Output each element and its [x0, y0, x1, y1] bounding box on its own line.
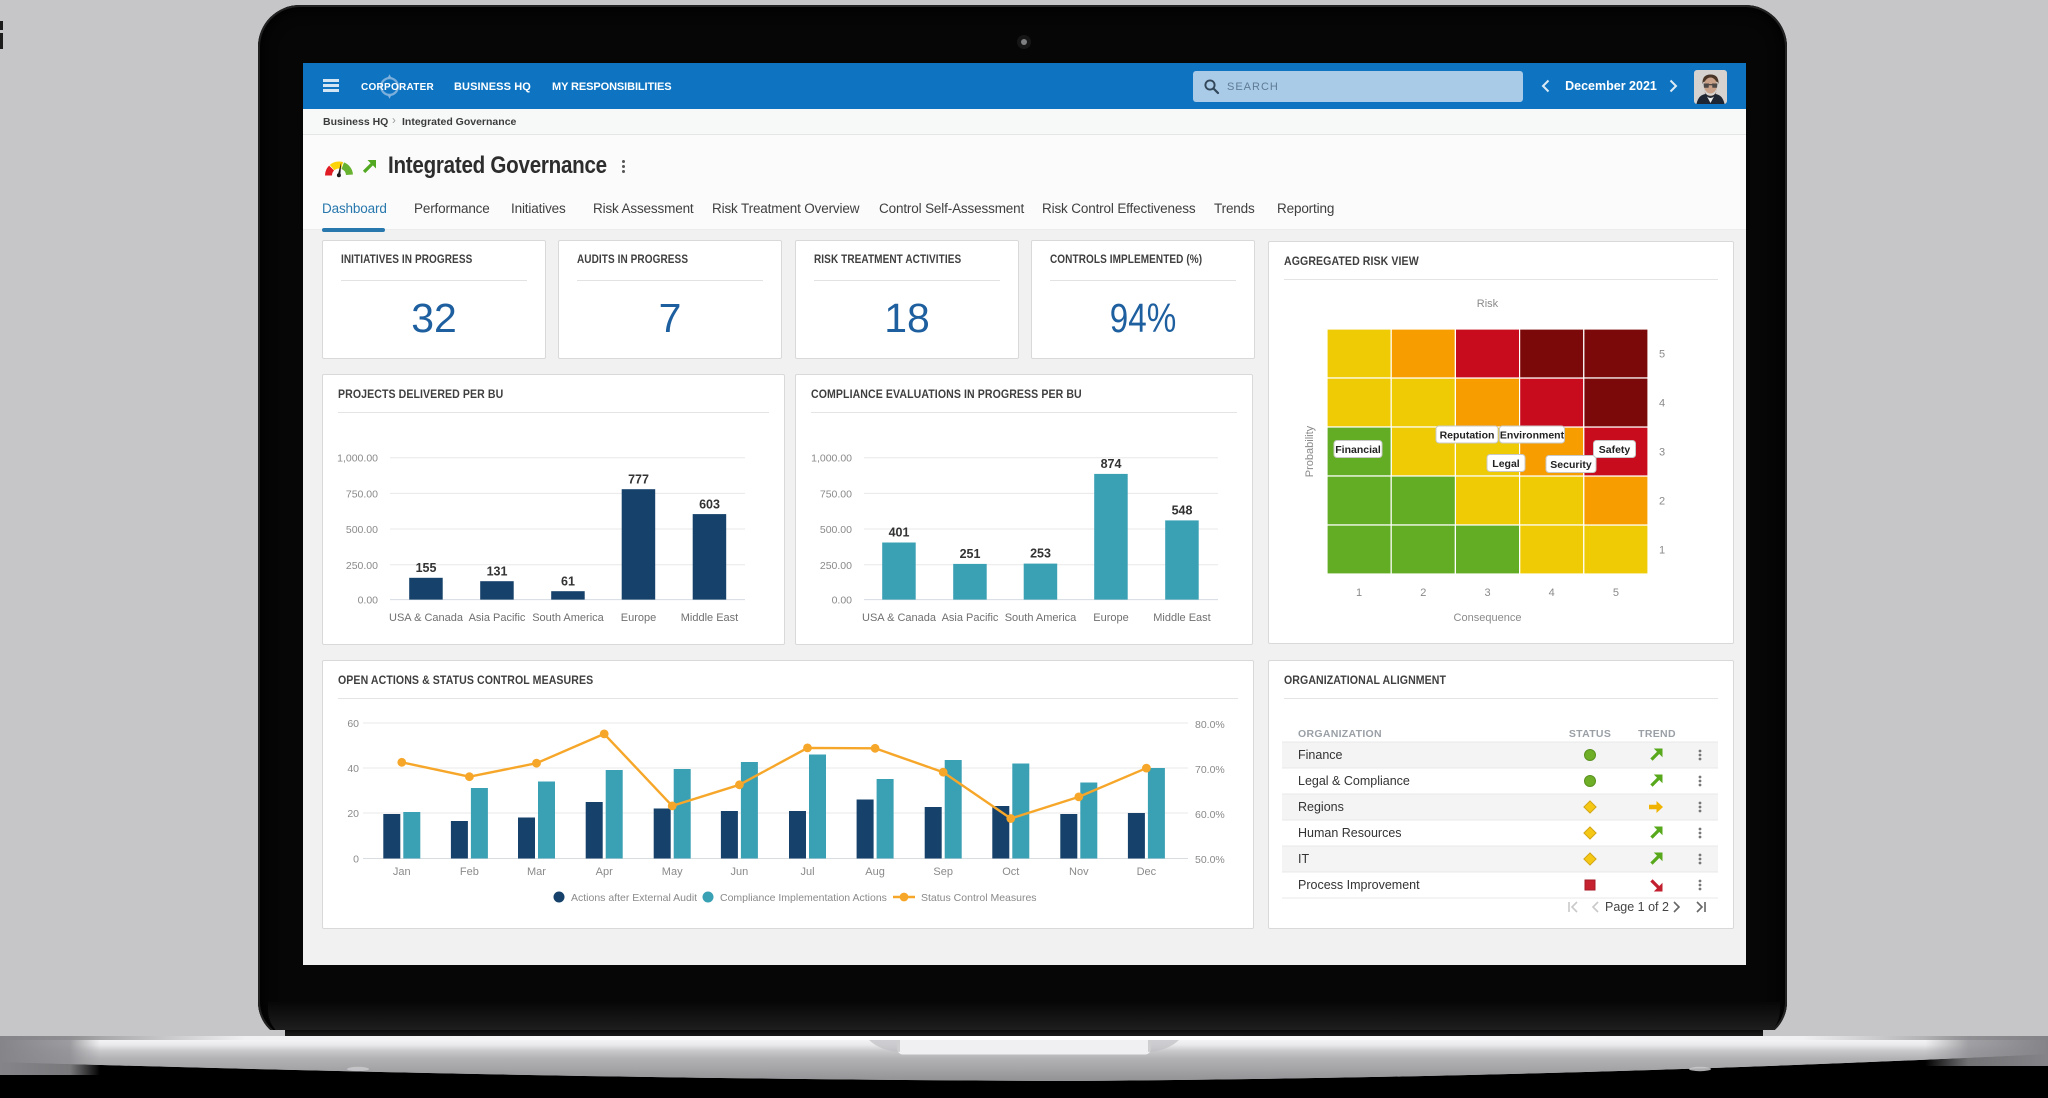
svg-text:Jul: Jul: [800, 866, 814, 878]
svg-text:1,000.00: 1,000.00: [811, 453, 852, 465]
svg-text:874: 874: [1101, 457, 1122, 471]
svg-text:Europe: Europe: [621, 612, 656, 624]
svg-text:Nov: Nov: [1069, 866, 1089, 878]
svg-text:155: 155: [416, 561, 437, 575]
svg-text:Feb: Feb: [460, 866, 479, 878]
svg-text:Risk: Risk: [1477, 298, 1499, 310]
svg-text:Sep: Sep: [933, 866, 953, 878]
svg-text:Regions: Regions: [1298, 800, 1344, 814]
svg-text:Page 1 of 2: Page 1 of 2: [1605, 900, 1669, 914]
svg-text:5: 5: [1613, 587, 1619, 599]
svg-text:253: 253: [1030, 547, 1051, 561]
svg-text:Probability: Probability: [1304, 425, 1316, 477]
svg-text:Human Resources: Human Resources: [1298, 826, 1402, 840]
svg-text:Apr: Apr: [596, 866, 613, 878]
svg-text:250.00: 250.00: [346, 560, 378, 572]
svg-text:Environment: Environment: [1500, 430, 1565, 442]
svg-text:Legal & Compliance: Legal & Compliance: [1298, 774, 1410, 788]
svg-text:Finance: Finance: [1298, 748, 1343, 762]
svg-text:500.00: 500.00: [346, 524, 378, 536]
svg-text:Process Improvement: Process Improvement: [1298, 878, 1420, 892]
svg-text:1: 1: [1659, 545, 1665, 557]
svg-text:Middle East: Middle East: [681, 612, 738, 624]
svg-text:Status Control Measures: Status Control Measures: [921, 892, 1037, 904]
svg-text:1: 1: [1356, 587, 1362, 599]
svg-text:4: 4: [1659, 398, 1665, 410]
svg-text:61: 61: [561, 575, 575, 589]
svg-text:401: 401: [889, 526, 910, 540]
svg-text:Europe: Europe: [1093, 612, 1128, 624]
svg-text:Legal: Legal: [1492, 458, 1520, 470]
svg-text:USA & Canada: USA & Canada: [862, 612, 937, 624]
svg-text:777: 777: [628, 473, 649, 487]
svg-text:4: 4: [1549, 587, 1555, 599]
svg-text:South America: South America: [1005, 612, 1077, 624]
svg-text:May: May: [662, 866, 683, 878]
svg-text:IT: IT: [1298, 852, 1309, 866]
svg-text:STATUS: STATUS: [1569, 728, 1611, 740]
svg-text:5: 5: [1659, 349, 1665, 361]
svg-text:Oct: Oct: [1002, 866, 1019, 878]
svg-text:0: 0: [353, 854, 359, 866]
svg-text:251: 251: [960, 547, 981, 561]
svg-text:131: 131: [487, 565, 508, 579]
svg-text:548: 548: [1172, 504, 1193, 518]
svg-text:3: 3: [1659, 447, 1665, 459]
svg-text:2: 2: [1659, 496, 1665, 508]
svg-text:20: 20: [347, 808, 359, 820]
svg-text:Safety: Safety: [1599, 444, 1631, 456]
svg-text:Jan: Jan: [393, 866, 411, 878]
svg-text:Financial: Financial: [1335, 444, 1381, 456]
svg-text:Mar: Mar: [527, 866, 546, 878]
svg-text:ORGANIZATION: ORGANIZATION: [1298, 728, 1382, 740]
svg-text:TREND: TREND: [1638, 728, 1676, 740]
svg-text:Actions after External Audit: Actions after External Audit: [571, 892, 697, 904]
svg-text:750.00: 750.00: [346, 488, 378, 500]
svg-text:250.00: 250.00: [820, 560, 852, 572]
svg-text:3: 3: [1484, 587, 1490, 599]
svg-text:Reputation: Reputation: [1440, 430, 1495, 442]
svg-text:0.00: 0.00: [358, 595, 379, 607]
svg-text:2: 2: [1420, 587, 1426, 599]
svg-text:Jun: Jun: [731, 866, 749, 878]
svg-text:40: 40: [347, 763, 359, 775]
svg-text:0.00: 0.00: [832, 595, 853, 607]
svg-text:50.0%: 50.0%: [1195, 854, 1225, 866]
svg-text:USA & Canada: USA & Canada: [389, 612, 464, 624]
svg-text:Security: Security: [1550, 459, 1592, 471]
svg-text:Dec: Dec: [1137, 866, 1157, 878]
svg-text:Aug: Aug: [865, 866, 885, 878]
svg-text:Compliance Implementation Acti: Compliance Implementation Actions: [720, 892, 887, 904]
svg-text:Asia Pacific: Asia Pacific: [942, 612, 999, 624]
svg-text:1,000.00: 1,000.00: [337, 453, 378, 465]
svg-text:Middle East: Middle East: [1153, 612, 1210, 624]
svg-text:60: 60: [347, 718, 359, 730]
svg-text:500.00: 500.00: [820, 524, 852, 536]
svg-text:South America: South America: [532, 612, 604, 624]
svg-text:Asia Pacific: Asia Pacific: [469, 612, 526, 624]
svg-text:80.0%: 80.0%: [1195, 719, 1225, 731]
svg-text:60.0%: 60.0%: [1195, 809, 1225, 821]
svg-text:Consequence: Consequence: [1454, 612, 1522, 624]
svg-text:750.00: 750.00: [820, 488, 852, 500]
svg-text:70.0%: 70.0%: [1195, 764, 1225, 776]
svg-text:603: 603: [699, 498, 720, 512]
